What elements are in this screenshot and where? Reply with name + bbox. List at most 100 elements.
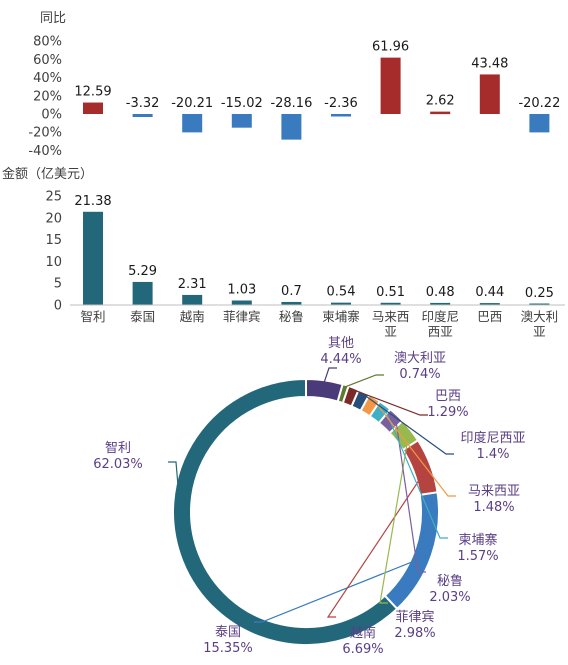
- amount-category-label: 智利: [80, 309, 105, 324]
- donut-slice-name: 其他: [328, 336, 354, 351]
- yoy-data-label: 2.62: [426, 94, 455, 109]
- amount-bar: [132, 281, 153, 305]
- donut-slice-name: 菲律宾: [395, 609, 434, 625]
- amount-category-label: 亚: [384, 324, 397, 339]
- yoy-data-label: 12.59: [74, 85, 111, 100]
- yoy-bar: [529, 114, 550, 133]
- yoy-bars: [83, 57, 550, 140]
- yoy-data-label: -28.16: [270, 96, 312, 111]
- donut-slice-percent: 62.03%: [93, 457, 143, 472]
- yoy-bar: [331, 114, 351, 117]
- donut-slice-name: 马来西亚: [468, 484, 520, 499]
- donut-leader-lines: [168, 367, 456, 623]
- amount-category-label: 泰国: [130, 309, 155, 324]
- donut-slice-percent: 0.74%: [399, 367, 440, 382]
- amount-category-label: 亚: [533, 324, 546, 339]
- donut-slice-percent: 1.29%: [427, 405, 468, 420]
- yoy-data-label: -15.02: [221, 96, 263, 111]
- amount-data-labels: 21.38 5.29 2.31 1.03 0.7 0.54 0.51 0.48 0.44 0.25: [74, 194, 553, 301]
- yoy-data-label: 43.48: [471, 56, 508, 71]
- donut-slice-name: 泰国: [215, 625, 241, 640]
- amount-category-label: 越南: [180, 309, 205, 324]
- donut-slice: [172, 377, 399, 646]
- amount-y-ticks: 25 20 15 10 5 0: [45, 190, 62, 314]
- yoy-bar: [231, 114, 252, 128]
- amount-data-label: 0.44: [475, 285, 504, 300]
- yoy-tick-label: 80%: [33, 35, 62, 50]
- donut-leader-line: [383, 406, 448, 539]
- yoy-data-labels: 12.59 -3.32 -20.21 -15.02 -28.16 -2.36 61.96 2.…: [74, 40, 560, 111]
- amount-bar: [331, 302, 351, 305]
- donut-slice-name: 柬埔寨: [458, 532, 497, 548]
- donut-leader-line: [372, 399, 456, 497]
- yoy-data-label: -3.32: [126, 96, 160, 111]
- donut-slice-percent: 2.03%: [429, 590, 470, 605]
- donut-slice-name: 澳大利亚: [394, 350, 446, 366]
- donut-slice-percent: 15.35%: [203, 641, 253, 656]
- yoy-y-ticks: 80% 60% 40% 20% 0% -20% -40%: [28, 35, 62, 159]
- donut-leader-line: [394, 416, 426, 573]
- amount-data-label: 0.51: [376, 285, 405, 300]
- amount-category-label: 秘鲁: [279, 309, 304, 324]
- amount-tick-label: 20: [45, 211, 62, 226]
- donut-leader-line: [379, 431, 410, 604]
- amount-tick-label: 0: [54, 299, 62, 314]
- amount-data-label: 21.38: [74, 194, 111, 209]
- donut-slices: [172, 377, 440, 646]
- yoy-data-label: 61.96: [372, 40, 409, 55]
- yoy-bar: [380, 57, 401, 114]
- donut-slice-percent: 1.48%: [473, 500, 514, 515]
- amount-tick-label: 15: [45, 233, 62, 248]
- yoy-tick-label: 20%: [33, 89, 62, 104]
- donut-leader-line: [323, 367, 337, 383]
- amount-bar: [281, 301, 302, 305]
- yoy-bar: [281, 114, 302, 140]
- donut-slice-percent: 2.98%: [394, 626, 435, 641]
- donut-slice-name: 智利: [105, 441, 131, 456]
- amount-tick-label: 5: [54, 277, 62, 292]
- amount-bar: [182, 294, 203, 305]
- amount-data-label: 1.03: [227, 283, 256, 298]
- yoy-tick-label: -20%: [28, 126, 62, 141]
- donut-slice-name: 越南: [350, 625, 376, 641]
- amount-bar: [231, 300, 252, 305]
- amount-category-label: 柬埔寨: [322, 309, 360, 324]
- amount-bar: [479, 303, 500, 305]
- amount-category-label: 巴西: [477, 309, 502, 324]
- yoy-bar-chart: 同比 80% 60% 40% 20% 0% -20% -40% 12.59 -3.32 -20.…: [28, 11, 560, 159]
- donut-leader-line: [362, 393, 454, 455]
- donut-slice-name: 印度尼西亚: [460, 430, 525, 446]
- donut-slice: [305, 377, 344, 403]
- amount-data-label: 0.54: [327, 285, 356, 300]
- yoy-bar: [479, 74, 500, 114]
- donut-slice-percent: 6.69%: [342, 642, 383, 657]
- donut-slice-percent: 4.44%: [320, 352, 361, 367]
- yoy-tick-label: 0%: [41, 108, 62, 123]
- donut-leader-line: [344, 374, 384, 388]
- yoy-tick-label: 60%: [33, 53, 62, 68]
- yoy-bar: [182, 114, 203, 133]
- donut-slice: [401, 438, 439, 497]
- donut-slice-name: 巴西: [435, 389, 461, 404]
- amount-bar: [430, 302, 451, 305]
- donut-slice-name: 秘鲁: [437, 574, 463, 589]
- amount-category-label: 马来西: [372, 309, 410, 324]
- yoy-bar: [83, 102, 103, 114]
- yoy-ylabel: 同比: [40, 11, 66, 26]
- amount-ylabel: 金额（亿美元）: [2, 166, 93, 182]
- amount-bar: [529, 303, 550, 305]
- donut-leader-line: [352, 389, 428, 416]
- amount-data-label: 2.31: [178, 277, 207, 292]
- yoy-bar: [132, 114, 153, 118]
- amount-data-label: 0.25: [525, 286, 554, 301]
- yoy-tick-label: -40%: [28, 144, 62, 159]
- amount-tick-label: 10: [45, 255, 62, 270]
- amount-bar: [380, 302, 401, 305]
- donut-leader-line: [254, 554, 431, 623]
- amount-bar: [83, 211, 103, 305]
- amount-category-label: 西亚: [428, 324, 453, 339]
- amount-category-label: 澳大利: [521, 309, 559, 324]
